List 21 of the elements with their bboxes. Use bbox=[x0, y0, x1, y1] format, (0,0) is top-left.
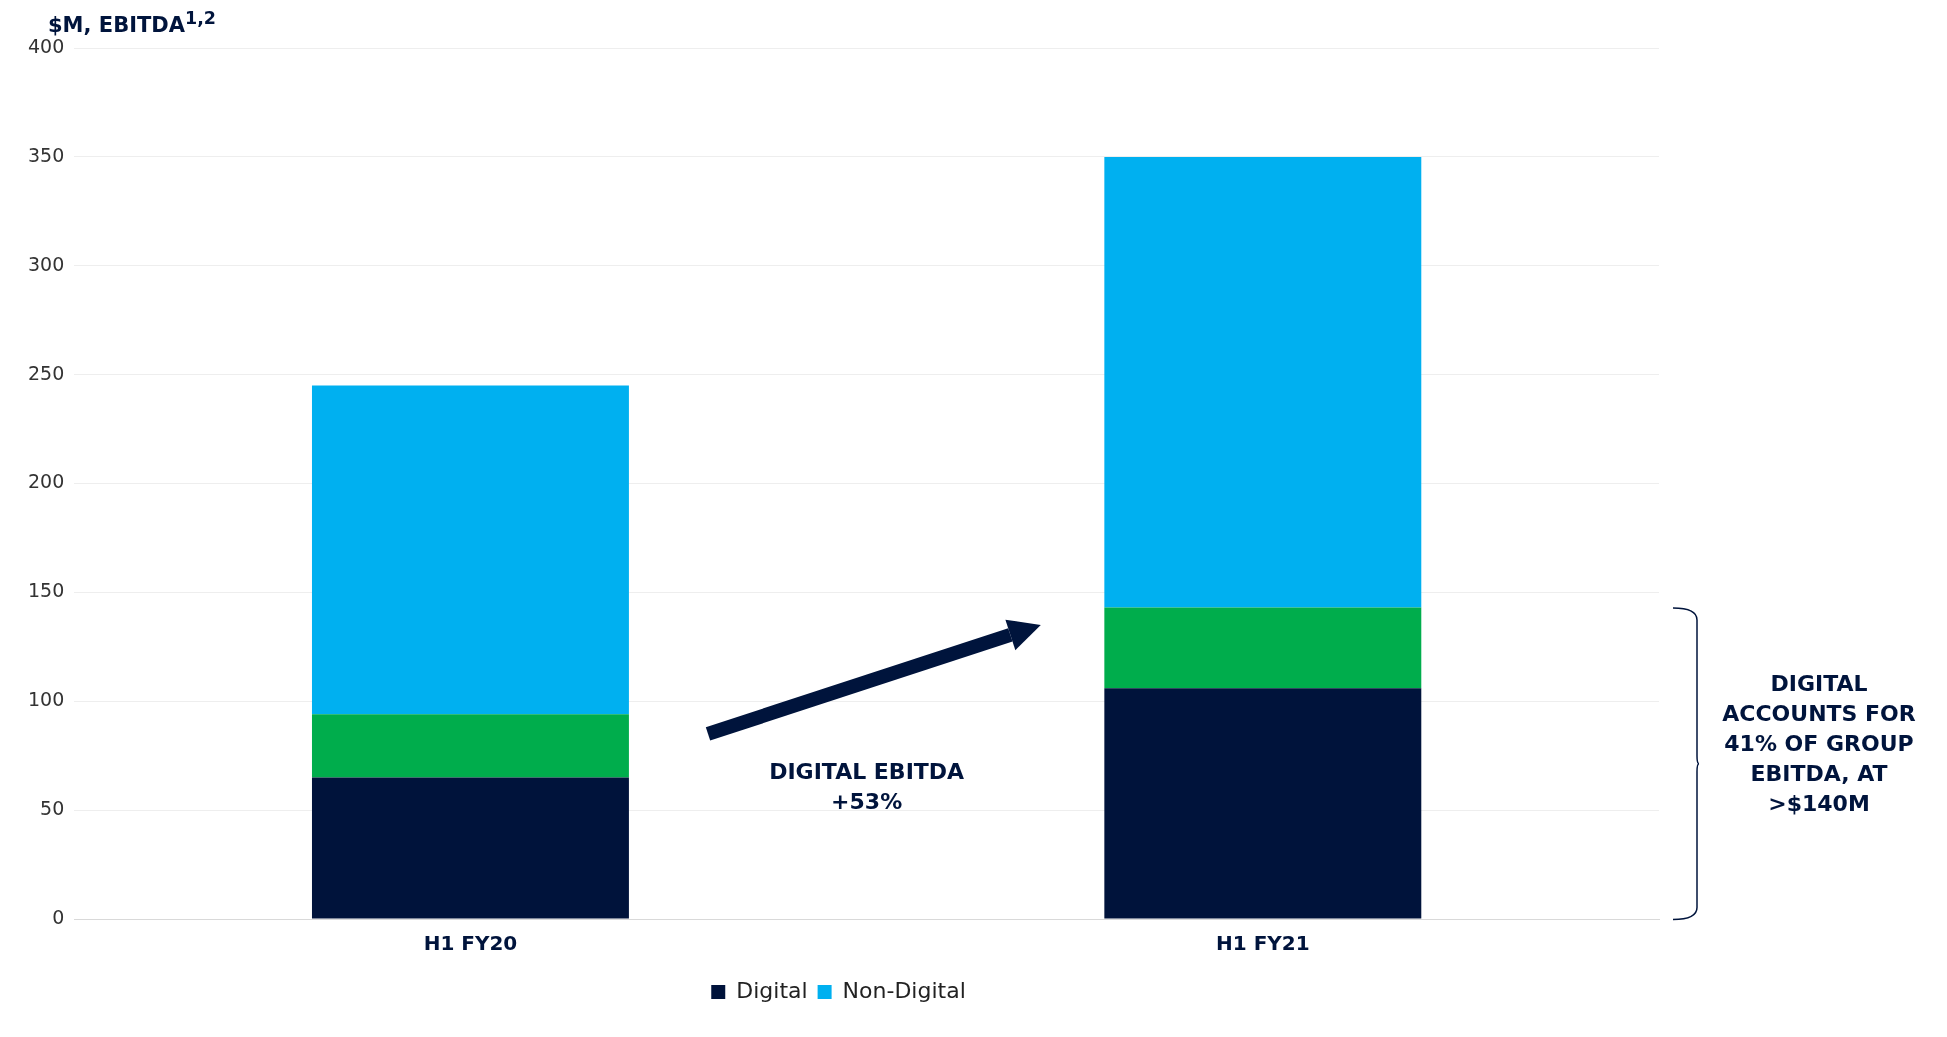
text: DIGITAL ACCOUNTS FOR 41% OF GROUP EBITDA, AT >$140M bbox=[1722, 670, 1916, 816]
bar bbox=[311, 714, 629, 778]
bar bbox=[1104, 688, 1422, 919]
y-tick-label: 150 bbox=[28, 579, 65, 602]
annotation: DIGITAL EBITDA +53% bbox=[769, 759, 965, 815]
bar bbox=[1104, 156, 1422, 608]
y-tick-label: 200 bbox=[28, 470, 65, 493]
bar bbox=[1104, 607, 1422, 689]
y-tick-label: 50 bbox=[40, 797, 65, 820]
bar bbox=[311, 385, 629, 715]
legend-label: Digital bbox=[736, 977, 808, 1003]
y-tick-label: 350 bbox=[28, 143, 65, 166]
y-tick-label: 100 bbox=[28, 688, 65, 711]
bar bbox=[311, 777, 629, 919]
y-tick-label: 250 bbox=[28, 361, 65, 384]
y-axis-title: $M, EBITDA$^{1,2}$ bbox=[48, 8, 216, 37]
x-tick-label: H1 FY20 bbox=[423, 931, 518, 956]
legend-label: Non-Digital bbox=[842, 977, 966, 1003]
x-tick-label: H1 FY21 bbox=[1216, 931, 1310, 956]
y-tick-label: 300 bbox=[28, 252, 65, 275]
y-tick-label: 0 bbox=[52, 905, 65, 928]
